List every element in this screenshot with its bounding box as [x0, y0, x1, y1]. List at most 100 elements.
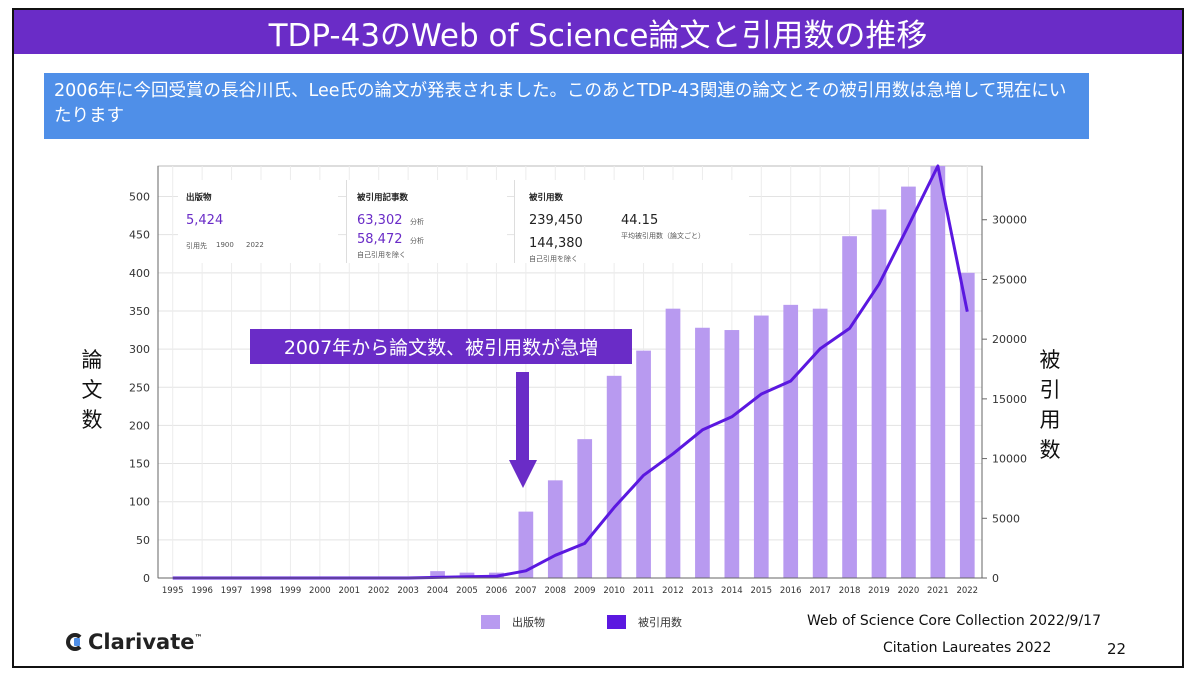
clarivate-logo-tm: ™: [194, 632, 203, 642]
x-tick-label: 1997: [221, 586, 243, 596]
right-tick-label: 30000: [992, 214, 1027, 227]
clarivate-logo: Clarivate ™: [66, 630, 202, 654]
x-tick-label: 1998: [250, 586, 272, 596]
footer-text: Citation Laureates 2022: [883, 640, 1052, 656]
times-cited-label: 被引用数: [529, 193, 564, 203]
left-tick-label: 400: [129, 267, 150, 280]
x-tick-label: 2013: [692, 586, 714, 596]
publications-value: 5,424: [186, 213, 224, 228]
right-tick-label: 5000: [992, 512, 1020, 525]
bar-2022: [959, 272, 975, 578]
bar-2009: [577, 439, 593, 578]
times-cited-excl-value: 144,380: [529, 236, 583, 251]
right-tick-label: 0: [992, 572, 999, 585]
range-from[interactable]: 1900: [216, 241, 234, 249]
stats-times-cited: 被引用数 239,450 44.15 平均被引用数（論文ごと） 144,380 …: [514, 180, 749, 263]
publications-label: 出版物: [186, 193, 212, 203]
right-tick-label: 25000: [992, 273, 1027, 286]
average-value: 44.15: [621, 213, 659, 228]
bar-2020: [901, 186, 916, 578]
x-tick-label: 2020: [898, 586, 920, 596]
stats-citing: 被引用記事数 63,302 分析 58,472 分析 自己引用を除く: [346, 180, 507, 263]
left-axis-label: 論文数: [81, 348, 103, 432]
source-note: Web of Science Core Collection 2022/9/17: [807, 613, 1101, 629]
legend-swatch-citations: [607, 615, 626, 629]
left-tick-label: 450: [129, 229, 150, 242]
left-tick-label: 50: [136, 534, 150, 547]
range-to[interactable]: 2022: [246, 241, 264, 249]
legend-item-publications: 出版物: [481, 614, 545, 630]
x-tick-label: 2001: [338, 586, 360, 596]
bar-2015: [753, 315, 769, 578]
x-tick-label: 2010: [603, 586, 625, 596]
legend-label-citations: 被引用数: [638, 616, 682, 629]
range-label: 引用先: [186, 242, 207, 250]
x-tick-label: 2006: [486, 586, 508, 596]
x-tick-label: 2000: [309, 586, 331, 596]
x-tick-label: 2007: [515, 586, 537, 596]
legend-label-publications: 出版物: [512, 616, 545, 629]
times-cited-excl-label: 自己引用を除く: [529, 255, 578, 263]
citing-label: 被引用記事数: [357, 193, 409, 203]
legend-item-citations: 被引用数: [607, 614, 682, 630]
left-tick-label: 150: [129, 458, 150, 471]
x-tick-label: 2005: [456, 586, 478, 596]
citing-excl-value[interactable]: 58,472: [357, 232, 403, 247]
bar-2017: [812, 308, 828, 578]
x-tick-label: 2004: [427, 586, 449, 596]
left-tick-label: 300: [129, 343, 150, 356]
bar-2010: [606, 375, 622, 578]
citing-value[interactable]: 63,302: [357, 213, 403, 228]
bar-2016: [783, 304, 799, 578]
x-tick-label: 2008: [544, 586, 566, 596]
bar-2013: [695, 327, 710, 578]
stats-publications: 出版物 5,424 引用先 1900 2022: [178, 180, 338, 263]
average-label: 平均被引用数（論文ごと）: [621, 232, 705, 240]
bar-2008: [547, 480, 563, 578]
right-tick-label: 10000: [992, 453, 1027, 466]
x-tick-label: 2022: [956, 586, 978, 596]
citing-excl-label: 自己引用を除く: [357, 251, 406, 259]
right-tick-label: 15000: [992, 393, 1027, 406]
x-tick-label: 2012: [662, 586, 684, 596]
legend-swatch-publications: [481, 615, 500, 629]
x-tick-label: 2002: [368, 586, 390, 596]
left-tick-label: 250: [129, 381, 150, 394]
x-tick-label: 2021: [927, 586, 949, 596]
right-axis-label: 被引用数: [1039, 348, 1061, 462]
clarivate-logo-icon: [66, 633, 84, 651]
bar-2007: [518, 511, 534, 578]
x-tick-label: 2014: [721, 586, 743, 596]
bar-2012: [665, 308, 681, 578]
bar-2019: [871, 209, 887, 578]
times-cited-value: 239,450: [529, 213, 583, 228]
left-tick-label: 100: [129, 496, 150, 509]
x-tick-label: 2016: [780, 586, 802, 596]
bar-2021: [930, 166, 946, 578]
clarivate-logo-text: Clarivate: [88, 630, 195, 654]
citing-value-unit: 分析: [410, 218, 424, 226]
bar-2011: [636, 350, 651, 578]
x-tick-label: 2015: [750, 586, 772, 596]
intro-text: 2006年に今回受賞の長谷川氏、Lee氏の論文が発表されました。このあとTDP-…: [44, 73, 1089, 139]
down-arrow-icon: [509, 372, 537, 488]
left-tick-label: 200: [129, 419, 150, 432]
left-tick-label: 500: [129, 191, 150, 204]
x-tick-label: 2003: [397, 586, 419, 596]
x-tick-label: 2018: [839, 586, 861, 596]
bar-2018: [842, 236, 857, 578]
callout-box: 2007年から論文数、被引用数が急増: [250, 329, 632, 364]
x-tick-label: 2019: [868, 586, 890, 596]
slide-frame: [12, 8, 1184, 668]
x-tick-label: 2017: [809, 586, 831, 596]
slide-title: TDP-43のWeb of Science論文と引用数の推移: [14, 10, 1182, 54]
left-tick-label: 0: [143, 572, 150, 585]
x-tick-label: 2011: [633, 586, 655, 596]
x-tick-label: 1995: [162, 586, 184, 596]
x-tick-label: 1996: [191, 586, 213, 596]
x-tick-label: 2009: [574, 586, 596, 596]
citing-excl-unit: 分析: [410, 237, 424, 245]
left-tick-label: 350: [129, 305, 150, 318]
bar-2004: [430, 571, 445, 578]
